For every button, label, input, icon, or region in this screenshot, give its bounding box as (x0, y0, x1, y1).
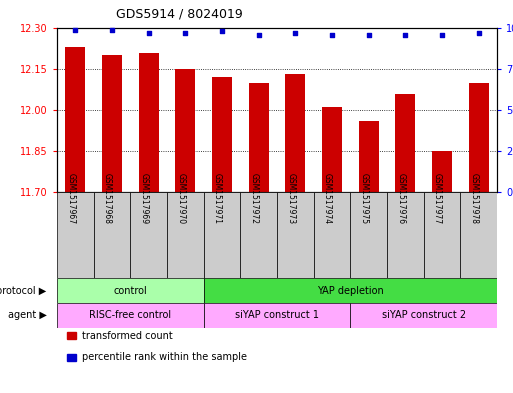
Text: control: control (113, 285, 147, 296)
Bar (102, 55, 122, 192)
Point (145, 30, 153, 36)
Text: siYAP construct 2: siYAP construct 2 (382, 310, 466, 321)
Bar (57, 303, 204, 328)
Text: agent ▶: agent ▶ (8, 310, 47, 321)
Point (401, 31, 409, 38)
Bar (432, 151, 452, 192)
Text: GSM1517975: GSM1517975 (360, 173, 369, 224)
Bar (350, 192, 387, 278)
Bar (313, 192, 350, 278)
Bar (240, 192, 277, 278)
Bar (204, 303, 350, 328)
Bar (167, 192, 204, 278)
Point (71, 26, 80, 33)
Bar (175, 69, 195, 192)
Bar (65, 47, 86, 192)
Point (475, 30, 483, 36)
Bar (387, 192, 424, 278)
Text: GSM1517977: GSM1517977 (433, 173, 442, 224)
Text: RISC-free control: RISC-free control (89, 310, 171, 321)
Bar (350, 303, 497, 328)
Text: GSM1517971: GSM1517971 (213, 173, 222, 224)
Bar (204, 278, 497, 303)
Bar (285, 74, 305, 192)
Text: GSM1517972: GSM1517972 (250, 173, 259, 224)
Point (291, 30, 300, 36)
Point (328, 31, 336, 38)
Text: GSM1517976: GSM1517976 (397, 173, 405, 224)
Bar (212, 77, 232, 192)
Text: GSM1517970: GSM1517970 (176, 173, 185, 224)
Bar (322, 107, 342, 192)
Point (218, 28, 226, 35)
Text: GSM1517969: GSM1517969 (140, 173, 149, 224)
Text: transformed count: transformed count (82, 331, 172, 341)
Bar (204, 192, 240, 278)
Bar (277, 192, 313, 278)
Bar (130, 192, 167, 278)
Bar (468, 83, 489, 192)
Point (254, 31, 263, 38)
Point (438, 31, 446, 38)
Text: GSM1517967: GSM1517967 (66, 173, 75, 224)
Point (365, 31, 373, 38)
Text: percentile rank within the sample: percentile rank within the sample (82, 353, 247, 362)
Text: GDS5914 / 8024019: GDS5914 / 8024019 (116, 7, 243, 20)
Bar (424, 192, 460, 278)
Point (108, 26, 116, 33)
Bar (57, 192, 94, 278)
Text: GSM1517973: GSM1517973 (286, 173, 295, 224)
Bar (57, 278, 204, 303)
Text: siYAP construct 1: siYAP construct 1 (235, 310, 319, 321)
Bar (139, 53, 159, 192)
Bar (359, 121, 379, 192)
Text: GSM1517968: GSM1517968 (103, 173, 112, 224)
Text: protocol ▶: protocol ▶ (0, 285, 47, 296)
Text: GSM1517974: GSM1517974 (323, 173, 332, 224)
Text: GSM1517978: GSM1517978 (470, 173, 479, 224)
Point (181, 30, 189, 36)
Bar (460, 192, 497, 278)
Bar (395, 94, 416, 192)
Bar (94, 192, 130, 278)
Text: YAP depletion: YAP depletion (317, 285, 384, 296)
Bar (249, 83, 269, 192)
